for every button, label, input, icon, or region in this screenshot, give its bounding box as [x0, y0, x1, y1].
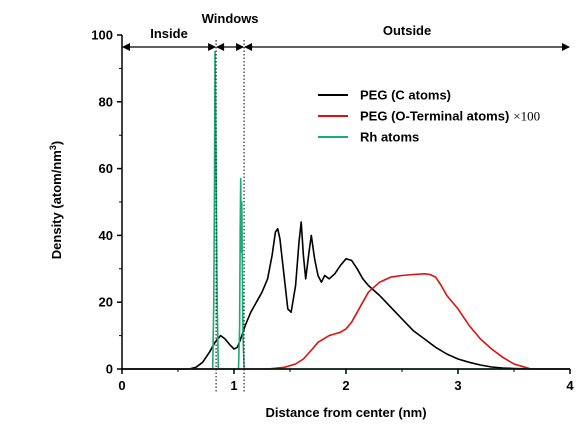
- series-line-1: [122, 221, 570, 370]
- legend-suffix-2: ×100: [513, 109, 540, 124]
- plot-area: 0 20 40 60 80 100 0 1 2 3 4 Inside Windows Outside: [91, 11, 574, 393]
- y-tick-label-100: 100: [91, 28, 113, 43]
- y-axis-title-close: ): [49, 141, 64, 145]
- region-arrowhead-left-1: [122, 43, 130, 51]
- axes: 0 20 40 60 80 100 0 1 2 3 4: [91, 28, 574, 394]
- region-arrowhead-right-2: [236, 43, 245, 51]
- region-arrowhead-left-3: [244, 43, 253, 51]
- y-tick-label-80: 80: [99, 94, 113, 109]
- x-tick-label-0: 0: [118, 378, 125, 393]
- region-annotations: Inside Windows Outside: [122, 11, 570, 51]
- region-label-1: Inside: [150, 26, 188, 41]
- legend: PEG (C atoms) PEG (O-Terminal atoms) ×100 R…: [318, 88, 540, 145]
- series-line-2: [122, 273, 570, 370]
- region-label-2: Windows: [202, 11, 259, 26]
- y-axis-title-main: Density (atom/nm: [49, 150, 64, 259]
- x-tick-label-2: 2: [342, 378, 349, 393]
- y-tick-label-60: 60: [99, 161, 113, 176]
- y-axis-title: Density (atom/nm3): [48, 141, 64, 259]
- y-tick-label-20: 20: [99, 295, 113, 310]
- series-line-3: [122, 50, 570, 370]
- region-arrowhead-left-2: [216, 43, 225, 51]
- legend-label-2: PEG (O-Terminal atoms) ×100: [360, 109, 540, 124]
- x-tick-label-4: 4: [566, 378, 574, 393]
- window-boundaries: [215, 40, 245, 392]
- legend-label-3: Rh atoms: [360, 130, 419, 145]
- series-layer: [122, 50, 570, 370]
- y-tick-label-0: 0: [106, 362, 113, 377]
- region-arrowhead-right-3: [562, 43, 570, 51]
- x-tick-label-1: 1: [230, 378, 237, 393]
- x-tick-label-3: 3: [454, 378, 461, 393]
- legend-label-1: PEG (C atoms): [360, 88, 451, 103]
- x-axis-title: Distance from center (nm): [265, 405, 426, 420]
- region-label-3: Outside: [383, 23, 431, 38]
- y-tick-label-40: 40: [99, 228, 113, 243]
- region-arrowhead-right-1: [208, 43, 217, 51]
- y-axis-title-sup: 3: [48, 145, 58, 150]
